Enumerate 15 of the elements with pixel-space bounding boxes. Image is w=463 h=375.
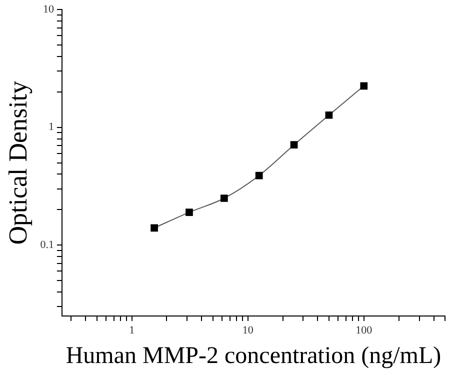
y-tick-label: 10: [42, 3, 54, 16]
y-axis-title: Optical Density: [3, 80, 32, 245]
point: [325, 111, 333, 119]
y-tick-label: 1: [48, 121, 54, 134]
point: [150, 224, 158, 232]
x-tick-label: 10: [242, 324, 254, 336]
x-tick-label: 100: [356, 324, 373, 336]
point: [186, 208, 193, 216]
point: [220, 194, 228, 202]
x-axis-title: Human MMP-2 concentration (ng/mL): [66, 342, 442, 369]
point: [255, 172, 263, 180]
y-tick-label: 0.1: [40, 238, 54, 251]
point: [290, 141, 298, 149]
point: [360, 82, 368, 90]
x-tick-label: 1: [129, 324, 135, 336]
